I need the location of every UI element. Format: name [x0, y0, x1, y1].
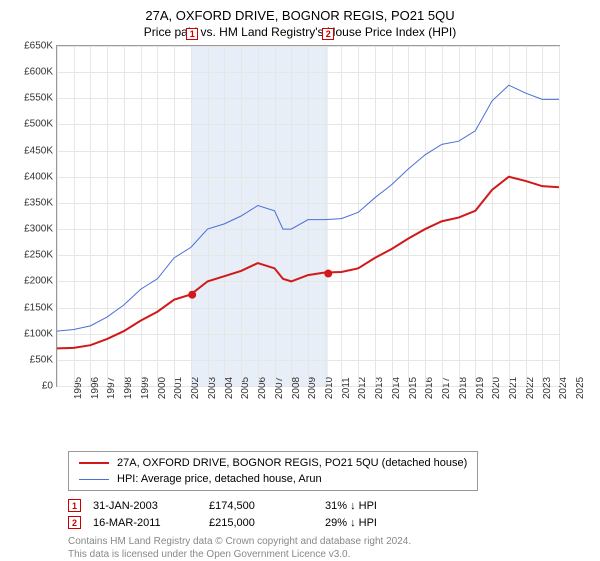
- event-delta: 29% ↓ HPI: [325, 517, 429, 529]
- event-date: 31-JAN-2003: [93, 500, 197, 512]
- gridline-v: [559, 46, 560, 386]
- chart-title: 27A, OXFORD DRIVE, BOGNOR REGIS, PO21 5Q…: [12, 8, 588, 23]
- x-axis-label: 2025: [559, 377, 586, 399]
- series-line-1: [57, 85, 559, 331]
- y-axis-label: £150K: [24, 302, 53, 313]
- footer-attribution: Contains HM Land Registry data © Crown c…: [68, 535, 588, 561]
- chart-area: £0£50K£100K£150K£200K£250K£300K£350K£400…: [56, 45, 580, 415]
- event-row: 1 31-JAN-2003 £174,500 31% ↓ HPI: [68, 499, 588, 512]
- legend-label: HPI: Average price, detached house, Arun: [117, 471, 322, 487]
- sale-point-2: [324, 270, 332, 278]
- legend-item: 27A, OXFORD DRIVE, BOGNOR REGIS, PO21 5Q…: [79, 455, 467, 471]
- event-price: £215,000: [209, 517, 313, 529]
- y-axis-label: £300K: [24, 224, 53, 235]
- event-date: 16-MAR-2011: [93, 517, 197, 529]
- legend: 27A, OXFORD DRIVE, BOGNOR REGIS, PO21 5Q…: [68, 451, 478, 491]
- y-axis-label: £600K: [24, 67, 53, 78]
- y-axis-label: £0: [42, 381, 53, 392]
- chart-subtitle: Price paid vs. HM Land Registry's House …: [12, 25, 588, 39]
- y-axis-label: £550K: [24, 93, 53, 104]
- legend-label: 27A, OXFORD DRIVE, BOGNOR REGIS, PO21 5Q…: [117, 455, 467, 471]
- container: 27A, OXFORD DRIVE, BOGNOR REGIS, PO21 5Q…: [0, 0, 600, 560]
- legend-swatch: [79, 462, 109, 464]
- sale-point-1: [188, 291, 196, 299]
- y-axis-label: £450K: [24, 145, 53, 156]
- line-series-svg: [57, 46, 559, 386]
- event-delta: 31% ↓ HPI: [325, 500, 429, 512]
- event-price: £174,500: [209, 500, 313, 512]
- y-axis-label: £500K: [24, 119, 53, 130]
- y-axis-label: £650K: [24, 41, 53, 52]
- legend-swatch: [79, 479, 109, 480]
- sale-marker-2: 2: [322, 28, 334, 40]
- event-marker-icon: 1: [68, 499, 81, 512]
- footer-line-1: Contains HM Land Registry data © Crown c…: [68, 535, 588, 548]
- plot-region: £0£50K£100K£150K£200K£250K£300K£350K£400…: [56, 45, 560, 387]
- footer-line-2: This data is licensed under the Open Gov…: [68, 548, 588, 561]
- legend-item: HPI: Average price, detached house, Arun: [79, 471, 467, 487]
- event-marker-icon: 2: [68, 516, 81, 529]
- y-axis-label: £250K: [24, 250, 53, 261]
- y-axis-label: £50K: [30, 354, 53, 365]
- y-axis-label: £350K: [24, 197, 53, 208]
- y-axis-label: £100K: [24, 328, 53, 339]
- series-line-0: [57, 177, 559, 349]
- y-axis-label: £200K: [24, 276, 53, 287]
- sale-marker-1: 1: [186, 28, 198, 40]
- event-row: 2 16-MAR-2011 £215,000 29% ↓ HPI: [68, 516, 588, 529]
- y-axis-label: £400K: [24, 171, 53, 182]
- events-table: 1 31-JAN-2003 £174,500 31% ↓ HPI 2 16-MAR-201…: [68, 499, 588, 529]
